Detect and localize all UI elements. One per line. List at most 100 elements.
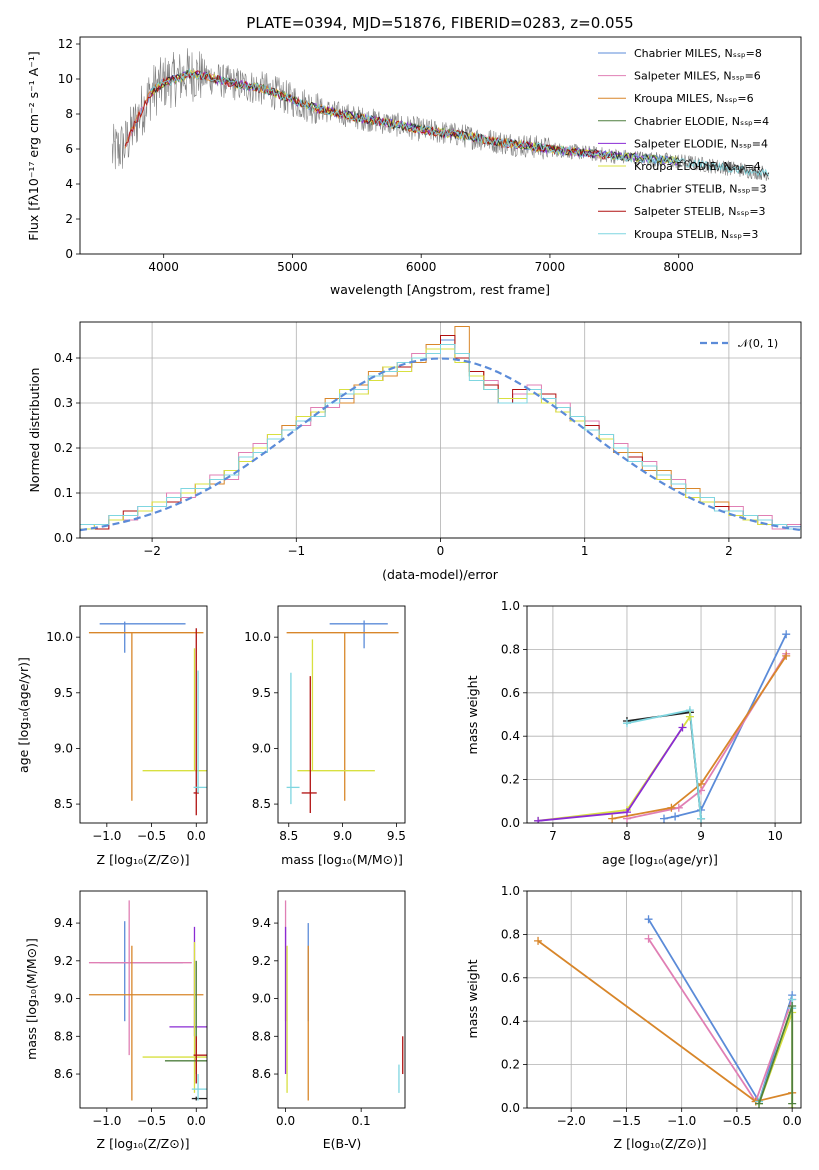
residual-histogram-panel: (data-model)/error Normed distribution −… [27, 321, 802, 582]
p-mwAge-ytick-label: 0.8 [501, 642, 520, 656]
p-massZ-xtick-label: 0.0 [187, 1114, 206, 1128]
residual-legend-label: 𝒩(0, 1) [738, 337, 778, 350]
age-vs-mass-panel: mass [log₁₀(M/M⊙)] 8.5 9.0 9.5 8.5 9.0 9.5 10.… [244, 605, 406, 867]
p-ageM-xtick-label: 8.5 [279, 829, 298, 843]
p-spectrum-ytick-label: 8 [65, 107, 73, 121]
p-resid-frame [79, 321, 802, 539]
ageZ-ylabel: age [log₁₀(age/yr)] [16, 657, 31, 773]
p-mwZ-plot-area [534, 915, 797, 1108]
p-mwZ-gridlines [527, 890, 801, 1109]
p-mwAge-point-marker [685, 712, 694, 721]
massZ-ylabel: mass [log₁₀(M/M⊙)] [24, 938, 39, 1060]
p-mwZ-xtick-label: 0.0 [783, 1114, 802, 1128]
p-ageM-xtick-label: 9.0 [333, 829, 352, 843]
p-massEBV-xtick-label: 0.1 [352, 1114, 371, 1128]
p-massEBV-ytick-label: 8.8 [252, 1029, 271, 1043]
p-mwAge-ytick-label: 1.0 [501, 599, 520, 613]
p-mwAge-ytick-label: 0.6 [501, 686, 520, 700]
p-resid-ytick-label: 0.1 [54, 486, 73, 500]
spectrum-legend-label: Chabrier STELIB, Nₛₛₚ=3 [634, 183, 767, 196]
p-mwZ-series-line [758, 1005, 794, 1104]
p-mwZ-xtick-label: −1.5 [612, 1114, 641, 1128]
p-ageM-xtick-label: 9.5 [387, 829, 406, 843]
p-massEBV-plot-area [284, 900, 404, 1101]
p-resid-xtick-label: 0 [437, 544, 445, 558]
p-mwZ-ytick-label: 1.0 [501, 884, 520, 898]
p-massZ-ytick-label: 9.0 [54, 992, 73, 1006]
p-mwAge-point-marker [678, 723, 687, 732]
p-resid-xtick-label: −2 [143, 544, 161, 558]
p-ageZ-xtick-label: −1.0 [92, 829, 121, 843]
residual-legend: 𝒩(0, 1) [700, 337, 778, 350]
p-resid-xtick-label: −1 [287, 544, 305, 558]
p-massEBV-xticks: 0.0 0.1 [276, 1108, 371, 1128]
p-spectrum-xtick-label: 8000 [663, 260, 694, 274]
p-spectrum-yticks: 0 2 4 6 8 10 12 [58, 37, 80, 261]
p-massZ-plot-area [88, 900, 207, 1101]
mwZ-xlabel: Z [log₁₀(Z/Z⊙)] [614, 1136, 707, 1151]
p-resid-gridlines [80, 322, 801, 539]
p-mwAge-series-line [537, 716, 691, 822]
p-ageZ-yticks: 8.5 9.0 9.5 10.0 [46, 630, 80, 811]
p-mwAge-point-marker [697, 814, 706, 823]
p-ageZ-ytick-label: 9.5 [54, 686, 73, 700]
p-massEBV-xtick-label: 0.0 [276, 1114, 295, 1128]
p-mwZ-ytick-label: 0.8 [501, 927, 520, 941]
p-ageZ-ytick-label: 10.0 [46, 630, 73, 644]
p-mwAge-point-marker [674, 803, 683, 812]
p-mwZ-xtick-label: −0.5 [722, 1114, 751, 1128]
p-mwZ-point-marker [534, 936, 543, 945]
p-mwAge-plot-area [534, 630, 791, 823]
residual-xlabel: (data-model)/error [382, 567, 499, 582]
spectrum-model-line [150, 67, 770, 177]
p-massZ-xtick-label: −0.5 [137, 1114, 166, 1128]
p-resid-xtick-label: 2 [725, 544, 733, 558]
p-mwAge-series-line [538, 727, 684, 822]
p-massZ-ytick-label: 8.8 [54, 1029, 73, 1043]
p-ageM-ytick-label: 10.0 [244, 630, 271, 644]
spectrum-model-line [124, 70, 589, 158]
p-mwZ-point-marker [644, 915, 653, 924]
p-mwZ-ytick-label: 0.6 [501, 971, 520, 985]
p-mwZ-point-marker [788, 1002, 797, 1011]
p-resid-xticks: −2 −1 0 1 2 [143, 538, 733, 558]
p-mwAge-point-marker [660, 814, 668, 823]
p-ageM-xticks: 8.5 9.0 9.5 [279, 823, 406, 843]
p-mwAge-gridlines [527, 605, 801, 824]
p-mwZ-series-line [647, 938, 794, 1104]
p-mwAge-point-marker [697, 779, 706, 788]
p-spectrum-xticks: 4000 5000 6000 7000 8000 [148, 254, 694, 274]
p-spectrum-ytick-label: 0 [65, 247, 73, 261]
p-mwZ-frame [526, 890, 802, 1109]
p-spectrum-xtick-label: 6000 [406, 260, 437, 274]
mwZ-ylabel: mass weight [465, 959, 480, 1038]
p-mwAge-xtick-label: 9 [697, 829, 705, 843]
p-mwAge-yticks: 0.0 0.2 0.4 0.6 0.8 1.0 [501, 599, 527, 830]
p-resid-ytick-label: 0.3 [54, 396, 73, 410]
p-massEBV-yticks: 8.6 8.8 9.0 9.2 9.4 [252, 916, 278, 1081]
mwAge-ylabel: mass weight [465, 675, 480, 754]
p-spectrum-ytick-label: 10 [58, 72, 73, 86]
spectrum-xlabel: wavelength [Angstrom, rest frame] [330, 282, 550, 297]
p-ageZ-xtick-label: −0.5 [137, 829, 166, 843]
p-spectrum-ytick-label: 6 [65, 142, 73, 156]
spectrum-legend-label: Chabrier ELODIE, Nₛₛₚ=4 [634, 115, 769, 128]
p-resid-ytick-label: 0.4 [54, 351, 73, 365]
p-massEBV-ytick-label: 9.0 [252, 992, 271, 1006]
p-mwZ-point-marker [755, 1099, 764, 1108]
p-mwAge-series-line [626, 653, 787, 820]
p-massZ-ytick-label: 9.4 [54, 916, 73, 930]
p-mwAge-frame [526, 605, 802, 824]
p-resid-xtick-label: 1 [581, 544, 589, 558]
mass-vs-ebv-panel: E(B-V) 0.0 0.1 8.6 8.8 9.0 9.2 9.4 [252, 890, 406, 1151]
mass-vs-metallicity-panel: Z [log₁₀(Z/Z⊙)] mass [log₁₀(M/M⊙)] −1.0−… [24, 890, 208, 1151]
p-mwAge-point-marker [608, 814, 617, 823]
p-mwZ-ytick-label: 0.2 [501, 1058, 520, 1072]
p-ageM-frame [277, 605, 406, 824]
spectrum-legend: Chabrier MILES, Nₛₛₚ=8 Salpeter MILES, Nₛ… [598, 47, 769, 241]
p-mwAge-series-line [612, 655, 787, 820]
p-mwAge-xticks: 7 8 9 10 [549, 823, 783, 843]
p-mwAge-point-marker [667, 803, 676, 812]
residual-histogram-step [80, 344, 801, 538]
p-ageM-ytick-label: 9.5 [252, 686, 271, 700]
